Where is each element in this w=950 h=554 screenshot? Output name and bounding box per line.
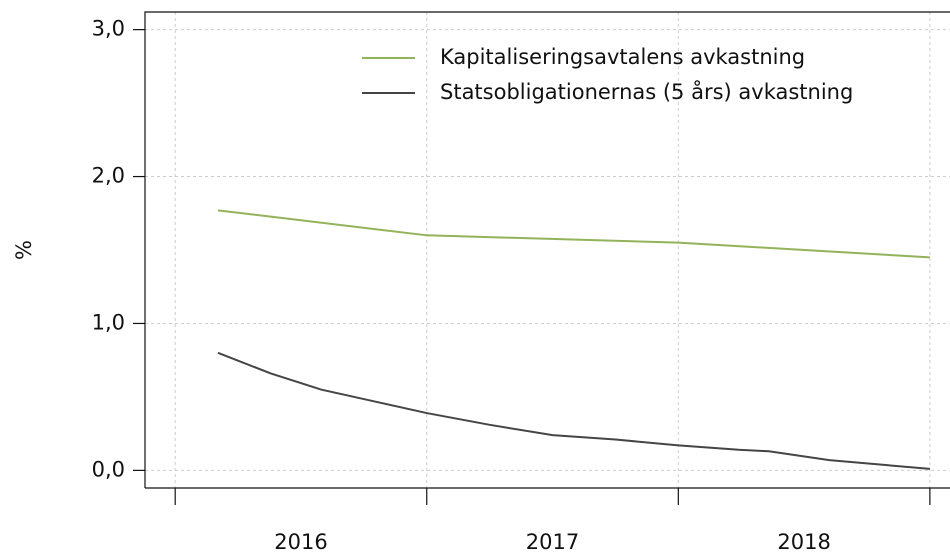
x-tick-label: 2017 xyxy=(526,530,579,554)
series-line xyxy=(217,351,930,470)
y-tick-label: 3,0 xyxy=(92,17,125,41)
y-tick-label: 1,0 xyxy=(92,310,125,334)
plot-frame xyxy=(144,11,950,489)
legend-label: Statsobligationernas (5 års) avkastning xyxy=(440,79,853,104)
y-tick-label: 0,0 xyxy=(92,457,125,481)
y-axis-label: % xyxy=(12,240,36,260)
x-tick-label: 2016 xyxy=(274,530,327,554)
x-tick-label: 2018 xyxy=(777,530,830,554)
y-tick-label: 2,0 xyxy=(92,164,125,188)
legend-label: Kapitaliseringsavtalens avkastning xyxy=(440,45,805,69)
series-line xyxy=(217,209,930,259)
